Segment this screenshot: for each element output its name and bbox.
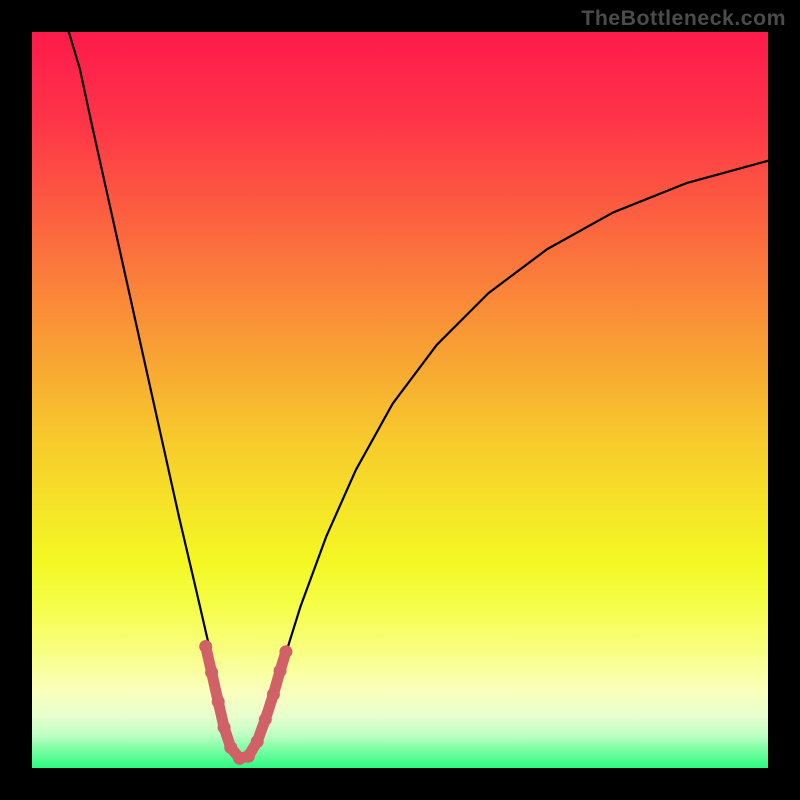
chart-frame: TheBottleneck.com [0,0,800,800]
highlight-dot [218,721,231,734]
highlight-dot [242,750,255,763]
highlight-dot [274,664,287,677]
highlight-dot [267,688,280,701]
highlight-dot [279,645,292,658]
highlight-dot [224,741,237,754]
highlight-dot [199,640,212,653]
highlight-dot [205,666,218,679]
bottleneck-curve-chart [0,0,800,800]
plot-background-gradient [32,32,768,768]
highlight-dot [251,735,264,748]
highlight-dot [212,695,225,708]
highlight-dot [259,713,272,726]
watermark-text: TheBottleneck.com [581,6,786,31]
